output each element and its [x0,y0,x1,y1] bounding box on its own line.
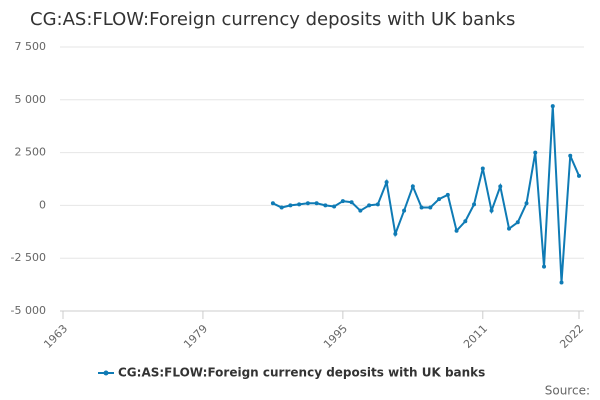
point [314,201,319,206]
point [367,203,372,208]
point [402,208,407,213]
y-tick-label: 0 [39,198,46,211]
point [454,228,459,233]
x-tick-label: 2011 [461,322,490,351]
x-tick-label: 1979 [181,322,210,351]
point [297,202,302,207]
point [550,104,555,109]
point [332,204,337,209]
point [279,205,284,210]
y-tick-label: -5 000 [11,304,46,317]
point [340,199,345,204]
point [489,208,494,213]
legend-marker [103,370,109,376]
point [323,203,328,208]
point [270,201,275,206]
source: Source: [545,384,590,398]
x-tick-label: 2022 [557,322,586,351]
point [437,197,442,202]
line [272,106,580,283]
point [445,192,450,197]
point [568,153,573,158]
point [498,184,503,189]
point [542,264,547,269]
point [419,205,424,210]
point [463,219,468,224]
point [358,208,363,213]
point [349,200,354,205]
point [393,231,398,236]
point [384,180,389,185]
x-tick-label: 1963 [41,322,70,351]
point [472,202,477,207]
point [410,184,415,189]
point [515,220,520,225]
point [428,205,433,210]
y-tick-label: 2 500 [15,146,47,159]
legend-label: CG:AS:FLOW:Foreign currency deposits wit… [118,366,485,380]
point [559,280,564,285]
point [305,201,310,206]
y-tick-label: 5 000 [15,93,47,106]
x-tick-label: 1995 [321,322,350,351]
point [524,201,529,206]
point [577,173,581,178]
point [375,202,380,207]
point [507,226,512,231]
y-tick-label: -2 500 [11,251,46,264]
chart-title: CG:AS:FLOW:Foreign currency deposits wit… [30,9,515,30]
point [480,166,485,171]
point [288,203,293,208]
y-tick-label: 7 500 [15,40,47,53]
point [533,150,538,155]
